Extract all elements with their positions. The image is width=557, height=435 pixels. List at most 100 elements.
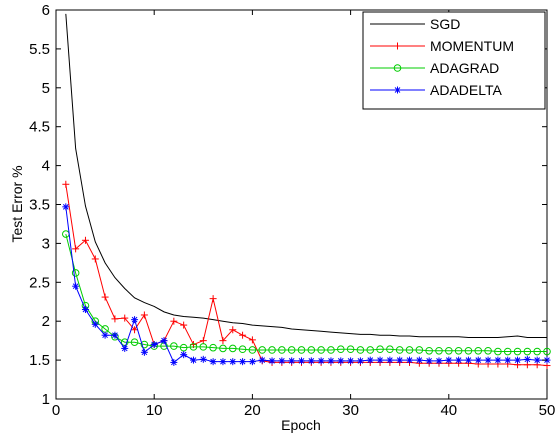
data-point-adadelta bbox=[180, 351, 188, 359]
data-point-momentum bbox=[101, 293, 109, 301]
data-point-adagrad bbox=[533, 347, 541, 356]
data-point-adadelta bbox=[189, 356, 197, 364]
data-point-adadelta bbox=[376, 356, 384, 364]
data-point-adadelta bbox=[356, 357, 364, 365]
data-point-adagrad bbox=[189, 343, 198, 351]
data-point-momentum bbox=[131, 326, 139, 334]
data-point-adagrad bbox=[317, 346, 325, 354]
data-point-momentum bbox=[111, 315, 119, 323]
data-point-adagrad bbox=[179, 343, 188, 352]
data-point-momentum bbox=[180, 321, 188, 329]
y-tick-label: 1.5 bbox=[29, 352, 50, 369]
data-point-adadelta bbox=[239, 358, 247, 366]
y-tick-label: 3.5 bbox=[29, 197, 50, 214]
data-point-adagrad bbox=[170, 342, 178, 350]
x-tick-label: 10 bbox=[146, 402, 163, 419]
data-point-adadelta bbox=[131, 316, 139, 324]
legend-label-adadelta: ADADELTA bbox=[430, 82, 502, 98]
data-point-adagrad bbox=[346, 345, 355, 354]
series-adagrad bbox=[62, 230, 551, 356]
data-point-momentum bbox=[248, 336, 256, 344]
axis-ticks: 0 10 20 30 40 50 1 1.5 2 2.5 3 3.5 4 4.5 5 5.5 6 bbox=[29, 2, 555, 419]
data-point-adadelta bbox=[229, 358, 237, 366]
data-point-momentum bbox=[219, 337, 227, 345]
data-point-adadelta bbox=[455, 356, 463, 364]
data-point-adadelta bbox=[121, 344, 129, 352]
x-axis-label: Epoch bbox=[281, 417, 321, 433]
legend-label-sgd: SGD bbox=[430, 16, 460, 32]
data-point-adadelta bbox=[415, 356, 423, 364]
data-point-adagrad bbox=[386, 345, 394, 354]
legend-item-sgd: SGD bbox=[370, 16, 460, 32]
data-point-adadelta bbox=[170, 358, 178, 366]
data-point-adadelta bbox=[474, 356, 482, 364]
data-point-momentum bbox=[209, 295, 217, 303]
legend-marker-adadelta bbox=[394, 86, 401, 94]
data-point-adagrad bbox=[238, 345, 247, 354]
data-point-adadelta bbox=[199, 355, 207, 363]
series-adadelta bbox=[62, 203, 551, 366]
data-point-adagrad bbox=[199, 343, 208, 351]
data-point-momentum bbox=[229, 326, 237, 334]
data-point-adagrad bbox=[287, 346, 296, 354]
data-point-momentum bbox=[121, 314, 129, 322]
legend-label-adagrad: ADAGRAD bbox=[430, 60, 499, 76]
y-tick-label: 5.5 bbox=[29, 41, 50, 58]
y-axis-label: Test Error % bbox=[9, 165, 25, 242]
data-point-adadelta bbox=[91, 320, 99, 328]
data-point-adadelta bbox=[101, 331, 109, 339]
y-tick-label: 1 bbox=[42, 391, 50, 408]
data-point-adagrad bbox=[395, 346, 404, 354]
data-point-adagrad bbox=[71, 269, 80, 277]
data-point-adadelta bbox=[62, 203, 70, 211]
data-point-adagrad bbox=[523, 347, 532, 356]
data-point-adagrad bbox=[425, 346, 433, 355]
data-point-momentum bbox=[91, 255, 99, 263]
data-point-adadelta bbox=[445, 356, 453, 364]
data-point-adagrad bbox=[464, 346, 473, 355]
data-point-adadelta bbox=[464, 356, 472, 364]
data-point-adagrad bbox=[503, 347, 512, 356]
legend-item-adagrad: ADAGRAD bbox=[370, 60, 499, 76]
data-point-adadelta bbox=[484, 356, 492, 364]
data-point-adagrad bbox=[415, 346, 424, 354]
data-point-adagrad bbox=[209, 343, 217, 352]
data-point-adadelta bbox=[327, 357, 335, 365]
data-point-momentum bbox=[239, 331, 247, 339]
x-tick-label: 0 bbox=[52, 402, 60, 419]
data-point-adadelta bbox=[396, 356, 404, 364]
data-point-momentum bbox=[199, 337, 207, 345]
data-point-adadelta bbox=[111, 331, 119, 339]
data-point-adadelta bbox=[406, 356, 414, 364]
data-point-adagrad bbox=[454, 346, 463, 355]
data-point-adagrad bbox=[543, 347, 551, 356]
data-point-adagrad bbox=[484, 346, 492, 355]
data-point-adadelta bbox=[81, 306, 89, 314]
y-tick-label: 5 bbox=[42, 80, 50, 97]
data-point-adadelta bbox=[219, 358, 227, 366]
series-line-adagrad bbox=[65, 233, 547, 353]
x-tick-label: 40 bbox=[440, 402, 457, 419]
data-point-adagrad bbox=[376, 345, 384, 354]
legend-box bbox=[362, 11, 546, 110]
data-point-adadelta bbox=[140, 348, 148, 356]
data-point-adadelta bbox=[504, 356, 512, 364]
data-point-momentum bbox=[170, 317, 178, 325]
data-point-adagrad bbox=[474, 346, 483, 355]
series-layer bbox=[62, 13, 551, 370]
legend: SGD MOMENTUM ADAGRAD ADADELTA bbox=[362, 11, 546, 110]
y-tick-label: 2 bbox=[42, 313, 50, 330]
data-point-adadelta bbox=[288, 357, 296, 365]
data-point-adadelta bbox=[347, 357, 355, 365]
data-point-adagrad bbox=[228, 344, 237, 353]
data-point-adadelta bbox=[514, 356, 522, 364]
data-point-adadelta bbox=[386, 356, 394, 364]
data-point-momentum bbox=[140, 311, 148, 319]
legend-item-adadelta: ADADELTA bbox=[370, 82, 502, 98]
legend-label-momentum: MOMENTUM bbox=[430, 38, 514, 54]
data-point-adadelta bbox=[523, 355, 531, 363]
legend-marker-momentum bbox=[394, 42, 401, 50]
data-point-adagrad bbox=[307, 346, 316, 354]
data-point-adadelta bbox=[268, 357, 276, 365]
data-point-adagrad bbox=[356, 346, 365, 354]
